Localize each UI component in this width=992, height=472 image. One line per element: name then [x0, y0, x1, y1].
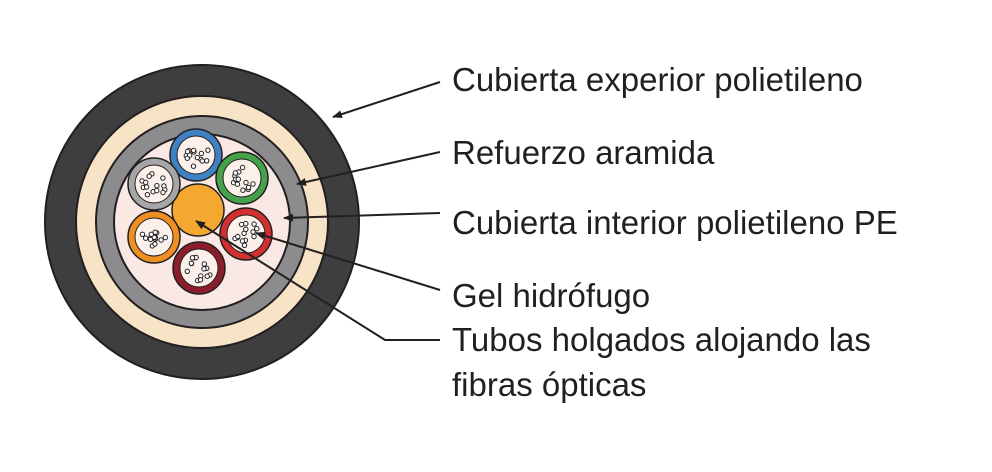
central-strength-member: [171, 183, 225, 237]
optical-fiber: [184, 268, 191, 274]
optical-fiber: [241, 242, 248, 249]
optical-fiber: [204, 273, 210, 279]
optical-fiber: [154, 187, 160, 194]
optical-fiber: [250, 229, 256, 235]
optical-fiber: [162, 234, 169, 241]
label-outer-jacket: Cubierta experior polietileno: [452, 61, 863, 98]
optical-fiber: [201, 266, 207, 272]
optical-fiber: [198, 150, 205, 157]
loose-tube-orange: [127, 210, 181, 264]
optical-fiber: [143, 179, 149, 186]
leader-inner-jacket: [283, 212, 441, 222]
label-tubes-line2: fibras ópticas: [452, 366, 647, 403]
loose-tube-green: [215, 151, 269, 205]
optical-fiber: [184, 148, 191, 155]
optical-fiber: [194, 154, 201, 161]
optical-fiber: [147, 236, 154, 243]
optical-fiber: [152, 241, 158, 247]
optical-fiber: [201, 261, 208, 267]
optical-fiber: [239, 238, 246, 244]
optical-fiber: [158, 237, 164, 243]
optical-fiber: [232, 170, 239, 176]
optical-fiber: [139, 231, 146, 238]
optical-fiber: [240, 187, 246, 193]
optical-fiber: [148, 231, 155, 238]
optical-fiber: [143, 184, 150, 190]
optical-fiber: [190, 147, 197, 154]
optical-fiber: [235, 176, 242, 182]
optical-fiber: [154, 183, 160, 189]
loose-tube-grey: [127, 157, 181, 211]
loose-tubes-group: [127, 128, 273, 295]
loose-tube-dark-red: [172, 241, 226, 295]
optical-fiber: [189, 255, 196, 261]
label-inner-jacket: Cubierta interior polietileno PE: [452, 204, 898, 241]
optical-fiber: [254, 226, 260, 232]
optical-fiber: [146, 173, 152, 179]
label-tubes-line1: Tubos holgados alojando las: [452, 321, 871, 358]
leader-gel: [255, 231, 441, 291]
optical-fiber: [251, 221, 257, 227]
optical-fiber: [239, 164, 246, 171]
optical-fiber: [190, 163, 197, 169]
optical-fiber: [199, 158, 206, 164]
optical-fiber: [243, 220, 249, 227]
optical-fiber: [234, 181, 241, 187]
optical-fiber: [251, 233, 257, 240]
optical-fiber: [144, 192, 151, 198]
optical-fiber: [161, 183, 167, 189]
optical-fiber: [235, 233, 241, 240]
optical-fiber: [204, 158, 210, 164]
optical-fiber: [197, 277, 204, 283]
optical-fiber: [205, 147, 211, 153]
leader-outer-jacket: [332, 81, 441, 119]
optical-fiber: [188, 260, 195, 266]
leader-tubes: [195, 220, 440, 341]
optical-fiber: [160, 189, 166, 196]
loose-tube-blue: [169, 128, 223, 182]
optical-fiber: [245, 184, 252, 191]
optical-fiber: [250, 181, 256, 187]
optical-fiber: [238, 221, 245, 228]
optical-fiber: [143, 235, 149, 241]
optical-fiber: [243, 179, 249, 186]
label-aramid: Refuerzo aramida: [452, 134, 715, 171]
leader-aramid: [296, 151, 441, 186]
optical-fiber: [241, 230, 247, 237]
optical-fiber: [160, 175, 166, 181]
label-gel: Gel hidrófugo: [452, 277, 651, 314]
